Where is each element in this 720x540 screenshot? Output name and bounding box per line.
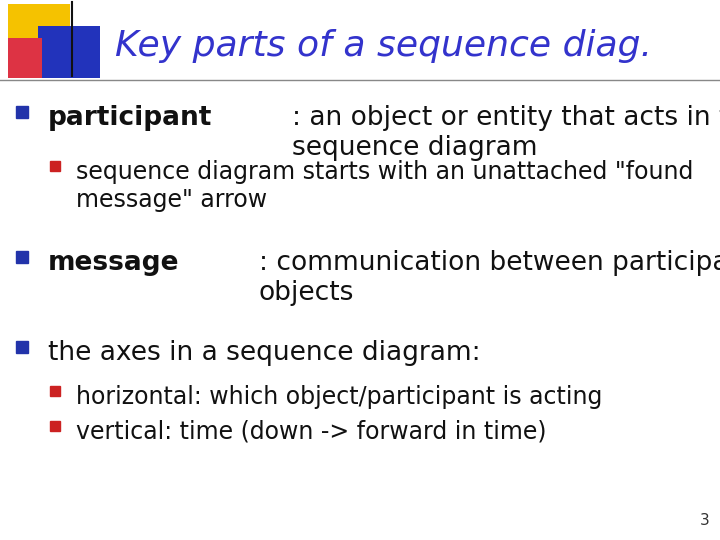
Text: : an object or entity that acts in the
sequence diagram: : an object or entity that acts in the s… (292, 105, 720, 161)
Text: the axes in a sequence diagram:: the axes in a sequence diagram: (48, 340, 481, 366)
Text: sequence diagram starts with an unattached "found
message" arrow: sequence diagram starts with an unattach… (76, 160, 693, 212)
Text: participant: participant (48, 105, 212, 131)
Text: 3: 3 (701, 513, 710, 528)
FancyBboxPatch shape (8, 4, 70, 66)
Text: message: message (48, 250, 179, 276)
Text: : communication between participant
objects: : communication between participant obje… (258, 250, 720, 306)
FancyBboxPatch shape (8, 38, 42, 78)
Text: horizontal: which object/participant is acting: horizontal: which object/participant is … (76, 385, 603, 409)
Text: vertical: time (down -> forward in time): vertical: time (down -> forward in time) (76, 420, 546, 444)
Text: Key parts of a sequence diag.: Key parts of a sequence diag. (115, 29, 652, 63)
FancyBboxPatch shape (38, 26, 100, 78)
